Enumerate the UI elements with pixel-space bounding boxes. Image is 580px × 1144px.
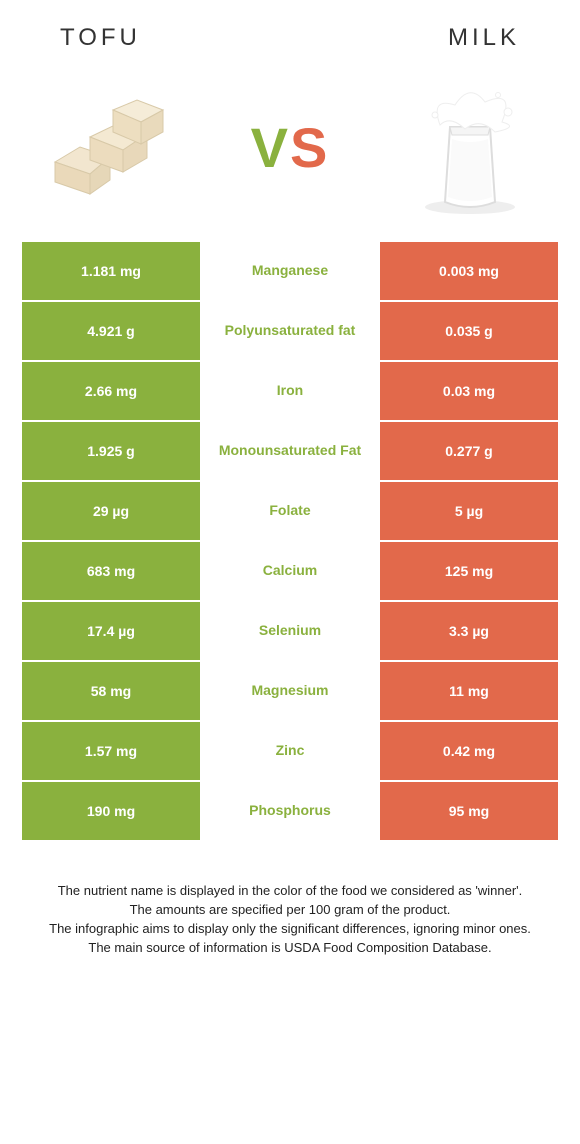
right-value-cell: 125 mg [380, 542, 558, 600]
footer-line: The amounts are specified per 100 gram o… [30, 901, 550, 920]
nutrient-label-cell: Calcium [200, 542, 380, 600]
nutrient-label-cell: Selenium [200, 602, 380, 660]
nutrient-label-cell: Phosphorus [200, 782, 380, 840]
right-value-cell: 0.003 mg [380, 242, 558, 300]
right-value-cell: 0.42 mg [380, 722, 558, 780]
footer-line: The main source of information is USDA F… [30, 939, 550, 958]
left-value-cell: 58 mg [22, 662, 200, 720]
vs-row: VS [0, 62, 580, 242]
table-row: 190 mgPhosphorus95 mg [22, 782, 558, 842]
nutrient-label-cell: Zinc [200, 722, 380, 780]
table-row: 17.4 µgSelenium3.3 µg [22, 602, 558, 662]
left-value-cell: 683 mg [22, 542, 200, 600]
left-value-cell: 1.57 mg [22, 722, 200, 780]
left-food-title: TOFU [60, 24, 141, 52]
right-value-cell: 3.3 µg [380, 602, 558, 660]
right-value-cell: 95 mg [380, 782, 558, 840]
table-row: 2.66 mgIron0.03 mg [22, 362, 558, 422]
nutrient-label-cell: Monounsaturated Fat [200, 422, 380, 480]
nutrient-label-cell: Manganese [200, 242, 380, 300]
milk-image [390, 77, 550, 217]
left-value-cell: 1.181 mg [22, 242, 200, 300]
table-row: 58 mgMagnesium11 mg [22, 662, 558, 722]
nutrient-table: 1.181 mgManganese0.003 mg4.921 gPolyunsa… [0, 242, 580, 842]
left-value-cell: 2.66 mg [22, 362, 200, 420]
right-food-title: MILK [448, 24, 520, 52]
tofu-image [30, 77, 190, 217]
left-value-cell: 29 µg [22, 482, 200, 540]
right-value-cell: 0.035 g [380, 302, 558, 360]
nutrient-label-cell: Magnesium [200, 662, 380, 720]
nutrient-label-cell: Polyunsaturated fat [200, 302, 380, 360]
right-value-cell: 0.03 mg [380, 362, 558, 420]
table-row: 1.925 gMonounsaturated Fat0.277 g [22, 422, 558, 482]
footer-line: The infographic aims to display only the… [30, 920, 550, 939]
right-value-cell: 11 mg [380, 662, 558, 720]
left-value-cell: 17.4 µg [22, 602, 200, 660]
footer-notes: The nutrient name is displayed in the co… [0, 842, 580, 957]
table-row: 29 µgFolate5 µg [22, 482, 558, 542]
nutrient-label-cell: Folate [200, 482, 380, 540]
right-value-cell: 5 µg [380, 482, 558, 540]
footer-line: The nutrient name is displayed in the co… [30, 882, 550, 901]
table-row: 4.921 gPolyunsaturated fat0.035 g [22, 302, 558, 362]
table-row: 1.57 mgZinc0.42 mg [22, 722, 558, 782]
vs-v-letter: V [251, 116, 290, 179]
table-row: 683 mgCalcium125 mg [22, 542, 558, 602]
left-value-cell: 190 mg [22, 782, 200, 840]
header: TOFU MILK [0, 0, 580, 62]
table-row: 1.181 mgManganese0.003 mg [22, 242, 558, 302]
right-value-cell: 0.277 g [380, 422, 558, 480]
nutrient-label-cell: Iron [200, 362, 380, 420]
left-value-cell: 4.921 g [22, 302, 200, 360]
vs-label: VS [251, 115, 330, 180]
vs-s-letter: S [290, 116, 329, 179]
left-value-cell: 1.925 g [22, 422, 200, 480]
